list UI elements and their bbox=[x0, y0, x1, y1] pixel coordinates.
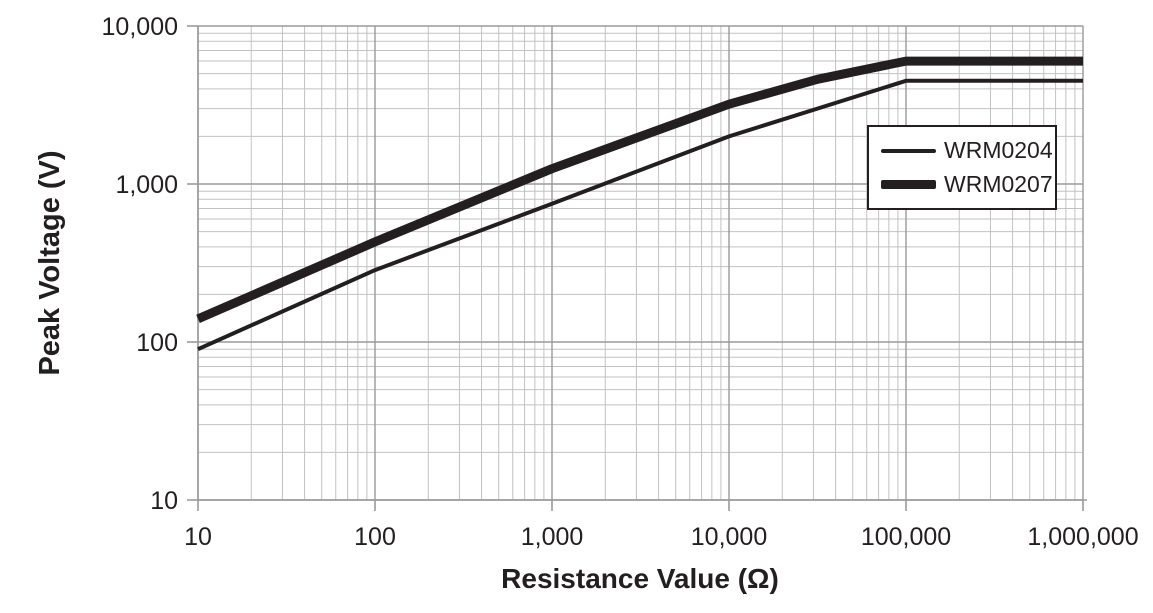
legend-item-wrm0204: WRM0204 bbox=[881, 139, 1055, 162]
minor-gridlines bbox=[198, 26, 1083, 500]
legend-label-wrm0207: WRM0207 bbox=[944, 170, 1053, 197]
x-tick-label: 10 bbox=[184, 523, 212, 551]
thick-line-swatch bbox=[881, 179, 936, 189]
y-tick-label: 10,000 bbox=[102, 13, 178, 41]
x-tick-label: 1,000,000 bbox=[1027, 523, 1138, 551]
y-tick-label: 1,000 bbox=[115, 171, 178, 199]
y-tick-label: 10 bbox=[150, 487, 178, 515]
legend: WRM0204 WRM0207 bbox=[867, 125, 1057, 210]
y-tick-label: 100 bbox=[136, 329, 178, 357]
series-line-wrm0207 bbox=[196, 56, 1083, 324]
series-line-wrm0204 bbox=[197, 78, 1083, 352]
y-tick-labels: 10 100 1,000 10,000 bbox=[102, 13, 178, 515]
x-axis-title: Resistance Value (Ω) bbox=[501, 563, 779, 594]
x-tick-label: 1,000 bbox=[521, 523, 584, 551]
x-tick-label: 100 bbox=[354, 523, 396, 551]
axes-and-ticks bbox=[187, 25, 1087, 511]
legend-label-wrm0204: WRM0204 bbox=[944, 137, 1053, 164]
x-tick-label: 100,000 bbox=[861, 523, 951, 551]
y-axis-title: Peak Voltage (V) bbox=[34, 150, 66, 376]
x-tick-labels: 10 100 1,000 10,000 100,000 1,000,000 bbox=[184, 523, 1139, 551]
thin-line-swatch bbox=[881, 148, 936, 153]
legend-item-wrm0207: WRM0207 bbox=[881, 170, 1055, 197]
x-tick-label: 10,000 bbox=[691, 523, 767, 551]
